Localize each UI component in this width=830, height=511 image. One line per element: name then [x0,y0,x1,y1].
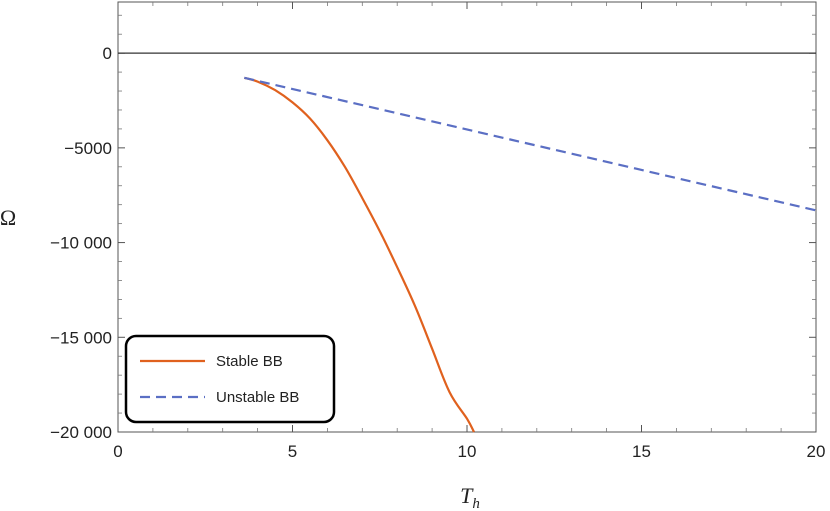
x-axis-label-main: T [460,483,474,508]
x-axis-label-sub: h [472,496,480,511]
y-tick-label: −20 000 [50,423,112,442]
series-layer [244,76,817,433]
y-tick-label: −5000 [64,139,112,158]
tick-labels: 0 5 10 15 20 0 −5000 −10 000 −15 000 −20 000 [50,44,825,461]
series-line-unstable-bb [244,76,817,212]
y-axis-label: Ω [0,205,16,230]
ticks [117,2,817,433]
x-tick-label: 0 [113,442,122,461]
y-tick-label: −15 000 [50,328,112,347]
x-tick-label: 20 [807,442,826,461]
legend: Stable BB Unstable BB [124,334,336,424]
x-tick-label: 15 [632,442,651,461]
x-tick-label: 10 [458,442,477,461]
x-tick-label: 5 [288,442,297,461]
series-line-stable-bb [244,76,475,433]
legend-label-unstable: Unstable BB [216,389,299,406]
x-axis-label: Th [460,483,480,511]
y-tick-label: −10 000 [50,234,112,253]
legend-box [124,334,336,424]
legend-label-stable: Stable BB [216,353,283,370]
y-tick-label: 0 [103,44,112,63]
